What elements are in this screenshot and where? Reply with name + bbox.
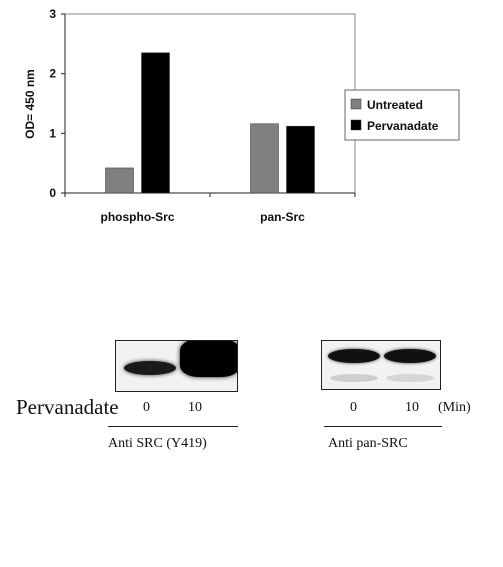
legend-swatch [350, 119, 362, 131]
treatment-row-label: Pervanadate [16, 395, 119, 419]
blot-band [124, 361, 176, 375]
blot-band [328, 349, 380, 363]
chart-legend: Untreated Pervanadate [344, 89, 460, 141]
legend-label: Untreated [367, 98, 423, 112]
blot-band-faint [330, 374, 378, 382]
time-label: 0 [350, 400, 357, 415]
bar-pervanadate-0 [141, 52, 170, 194]
legend-box [344, 89, 460, 141]
y-tick-label: 0 [49, 186, 56, 200]
y-axis-label: OD= 450 nm [23, 69, 37, 139]
time-label: 0 [143, 400, 150, 415]
blot-band [384, 349, 436, 363]
x-tick-label: phospho-Src [101, 210, 175, 224]
bar-chart: 0 1 2 3 phospho-Src pan-Src OD= 450 nm Untrea… [23, 7, 460, 224]
western-blot-image-1 [115, 340, 238, 392]
y-tick-label: 1 [49, 126, 56, 140]
bar-untreated-0 [105, 167, 134, 194]
blot-band [180, 341, 237, 377]
antibody-divider [324, 426, 442, 427]
bar-untreated-1 [250, 123, 279, 194]
chart-bars [105, 52, 315, 194]
time-label: 10 [405, 400, 419, 415]
x-tick-label: pan-Src [260, 210, 305, 224]
chart-ticks: 0 1 2 3 phospho-Src pan-Src [49, 7, 356, 224]
antibody-label: Anti pan-SRC [328, 436, 408, 451]
time-label: 10 [188, 400, 202, 415]
antibody-divider [108, 426, 238, 427]
y-tick-label: 3 [49, 7, 56, 21]
blot-band-faint [386, 374, 434, 382]
y-tick-label: 2 [49, 67, 56, 81]
bar-pervanadate-1 [286, 125, 315, 194]
western-blot-image-2 [321, 340, 441, 390]
time-unit-label: (Min) [438, 400, 471, 415]
legend-swatch [350, 98, 362, 110]
antibody-label: Anti SRC (Y419) [108, 436, 207, 451]
legend-label: Pervanadate [367, 119, 439, 133]
